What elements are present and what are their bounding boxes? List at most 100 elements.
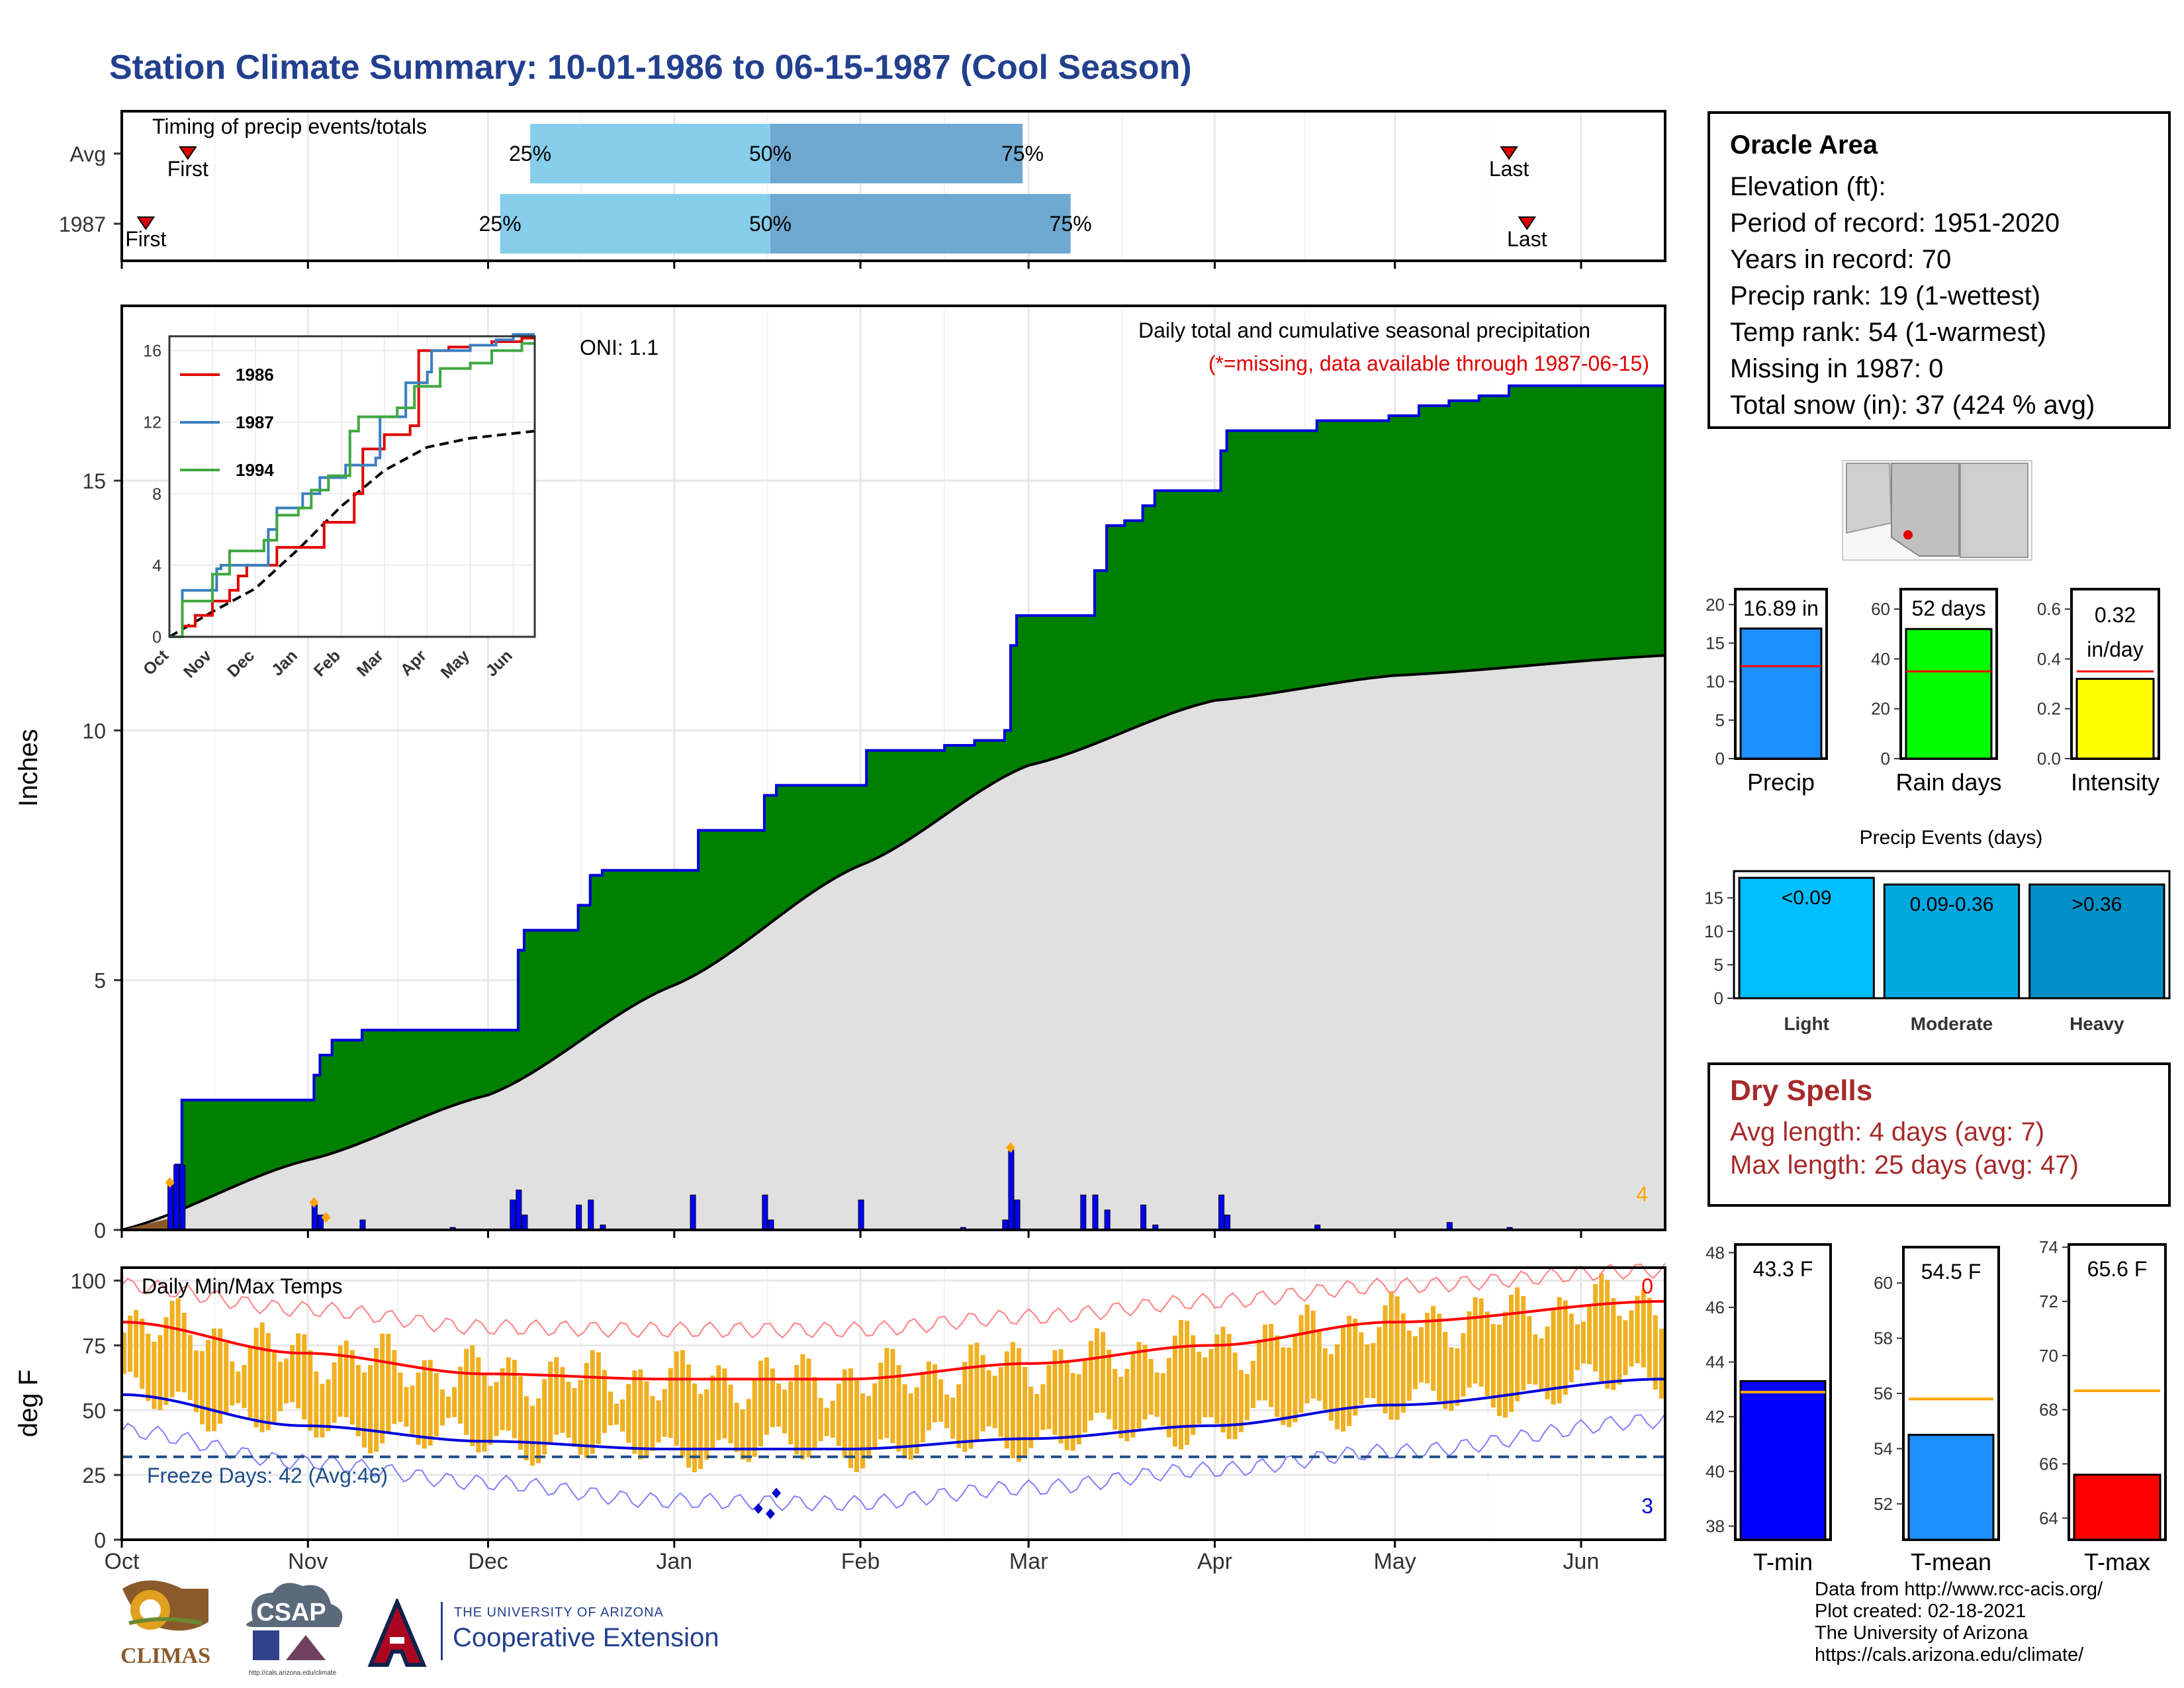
daily-temp-bar <box>1653 1315 1658 1390</box>
daily-temp-bar <box>782 1389 788 1434</box>
daily-temp-bar <box>1467 1311 1472 1388</box>
timing-first-label: First <box>167 157 208 181</box>
x-month-label: Dec <box>468 1549 508 1574</box>
station-name: Oracle Area <box>1730 130 1878 160</box>
timing-title: Timing of precip events/totals <box>152 115 427 138</box>
daily-temp-bar <box>800 1354 805 1460</box>
daily-temp-bar <box>470 1345 475 1446</box>
inset-month-label: Apr <box>397 646 430 679</box>
daily-temp-bar <box>290 1345 295 1403</box>
precip-event-category: Heavy <box>2070 1013 2124 1034</box>
y-tick-label: 0 <box>94 1528 106 1552</box>
record-low-marker <box>772 1487 782 1499</box>
daily-temp-bar <box>128 1315 133 1372</box>
daily-temp-bar <box>536 1398 541 1464</box>
daily-temp-bar <box>1623 1320 1628 1376</box>
daily-temp-bar <box>656 1400 661 1442</box>
daily-temp-bar <box>1034 1393 1040 1438</box>
daily-temp-bar <box>788 1381 794 1444</box>
daily-temp-bar <box>1473 1297 1478 1384</box>
timing-bar-50-75 <box>770 124 1023 183</box>
cumulative-precip-line <box>122 384 1665 1231</box>
daily-temp-bar <box>560 1367 565 1433</box>
inset-month-label: Oct <box>140 646 173 679</box>
daily-temp-bar <box>224 1342 229 1414</box>
snow-marker <box>165 1177 175 1188</box>
daily-temp-bar <box>830 1401 835 1438</box>
daily-temp-bar <box>686 1364 691 1468</box>
x-month-label: Mar <box>1009 1549 1048 1574</box>
daily-temp-bar <box>1076 1374 1081 1444</box>
coop-extension-name: Cooperative Extension <box>453 1623 719 1652</box>
summary-category-label: Precip <box>1747 769 1815 796</box>
daily-temp-bar <box>662 1389 667 1437</box>
station-location-marker <box>1903 530 1913 539</box>
dry-spells-title: Dry Spells <box>1730 1074 1873 1107</box>
daily-temp-bar <box>458 1366 463 1424</box>
daily-temp-bar <box>349 1350 355 1425</box>
inset-month-label: Mar <box>353 646 387 680</box>
summary-y-tick-label: 0.6 <box>2037 599 2061 619</box>
daily-temp-bar <box>332 1362 337 1423</box>
daily-temp-bar <box>1058 1349 1064 1444</box>
normal-precip-line <box>121 654 1666 1231</box>
daily-temp-bar <box>698 1393 704 1470</box>
daily-temp-bar <box>1563 1300 1568 1395</box>
daily-temp-bar <box>896 1364 901 1452</box>
daily-precip-bar <box>768 1219 774 1231</box>
daily-temp-bar <box>512 1360 517 1438</box>
timing-bar-50-75 <box>770 194 1071 254</box>
daily-temp-bar <box>926 1361 931 1430</box>
daily-temp-bar <box>1353 1319 1358 1416</box>
daily-temp-bar <box>530 1405 535 1466</box>
freeze-days-label: Freeze Days: 42 (Avg:46) <box>147 1464 388 1487</box>
daily-temp-bar <box>1010 1342 1015 1458</box>
record-high-line <box>121 1262 1666 1339</box>
daily-precip-bar <box>510 1199 516 1231</box>
timing-p50-label: 50% <box>749 212 792 236</box>
daily-temp-bar <box>1418 1327 1424 1383</box>
timing-p25-label: 25% <box>479 212 522 236</box>
csap-url: http://cals.arizona.edu/climate <box>249 1669 337 1677</box>
daily-temp-bar <box>1304 1304 1310 1403</box>
oni-label: ONI: 1.1 <box>580 336 659 359</box>
precip-corner-count: 4 <box>1636 1182 1648 1206</box>
daily-temp-bar <box>962 1362 968 1452</box>
daily-temp-bar <box>1179 1320 1184 1450</box>
summary-y-tick-label: 5 <box>1715 710 1725 730</box>
daily-temp-bar <box>968 1344 974 1449</box>
precip-event-bin-label: 0.09-0.36 <box>1910 894 1994 915</box>
timing-marker <box>178 146 197 160</box>
daily-temp-bar <box>1275 1335 1280 1417</box>
y-tick-label: 0 <box>94 1219 106 1243</box>
daily-temp-bar <box>572 1387 577 1447</box>
daily-temp-bar <box>632 1370 637 1454</box>
y-tick-label: 100 <box>71 1270 106 1293</box>
temps-corner-bottom: 3 <box>1641 1494 1653 1518</box>
daily-temp-bar <box>314 1371 319 1438</box>
daily-temp-bar <box>614 1403 619 1425</box>
daily-temp-bar <box>602 1370 607 1433</box>
daily-temp-bar <box>620 1399 625 1432</box>
summary-y-tick-label: 0 <box>1881 749 1890 769</box>
daily-temp-bar <box>1220 1327 1226 1433</box>
daily-temp-bar <box>500 1368 505 1430</box>
daily-temp-bar <box>1107 1349 1112 1420</box>
daily-temp-bar <box>1203 1357 1208 1418</box>
summary-y-tick-label: 0.0 <box>2037 749 2061 769</box>
daily-temp-bar <box>518 1376 523 1450</box>
daily-temp-bar <box>884 1348 889 1438</box>
daily-temp-bar <box>1124 1368 1130 1442</box>
temp-bar <box>1907 1434 1995 1541</box>
temp-y-tick-label: 46 <box>1706 1297 1725 1317</box>
daily-temp-bar <box>674 1351 679 1446</box>
daily-temp-bar <box>866 1395 872 1459</box>
daily-temp-bar <box>1569 1313 1574 1383</box>
daily-temp-bar <box>187 1335 193 1400</box>
temps-corner-top: 0 <box>1641 1274 1653 1298</box>
precip-event-category: Light <box>1784 1013 1829 1034</box>
daily-temp-bar <box>1455 1348 1460 1406</box>
cumulative-subtitle: (*=missing, data available through 1987-… <box>1208 352 1649 375</box>
summary-y-tick-label: 10 <box>1706 672 1725 692</box>
daily-temp-bar <box>1322 1348 1328 1410</box>
